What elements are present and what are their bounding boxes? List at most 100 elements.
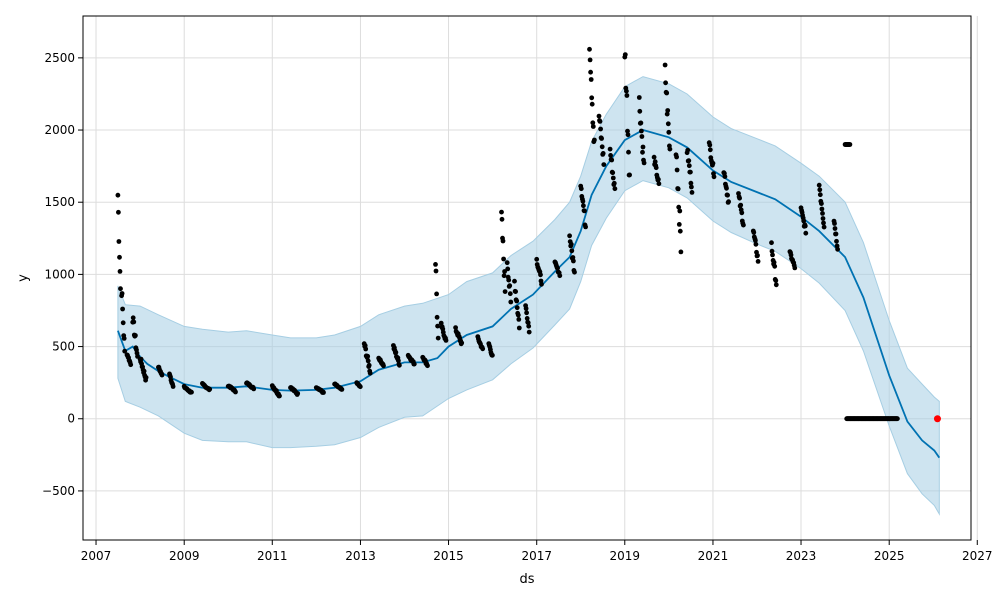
observed-point	[707, 142, 713, 148]
observed-point	[801, 218, 807, 224]
observed-point	[753, 238, 758, 243]
observed-point	[170, 384, 176, 389]
observed-point	[557, 273, 563, 279]
x-axis-ticks: 2007 2009 2011 2013 2015 2017 2019 2021 2023 2025…	[81, 540, 993, 563]
observed-point	[506, 277, 512, 283]
x-tick-label: 2019	[610, 549, 641, 563]
observed-point	[689, 184, 694, 190]
observed-point	[622, 52, 628, 57]
observed-point	[570, 255, 576, 260]
observed-point	[610, 175, 616, 181]
observed-point	[435, 335, 441, 341]
observed-point	[381, 363, 386, 369]
observed-point	[666, 129, 672, 135]
observed-point	[652, 159, 658, 165]
observed-point	[725, 192, 730, 198]
x-tick-label: 2011	[257, 549, 288, 563]
observed-point	[788, 252, 794, 258]
x-tick-label: 2013	[345, 549, 376, 563]
observed-point	[627, 172, 632, 178]
observed-point	[505, 266, 511, 272]
observed-point	[686, 163, 692, 169]
observed-point	[688, 169, 693, 175]
observed-point	[587, 57, 593, 63]
observed-point	[665, 108, 671, 113]
observed-point	[674, 167, 680, 173]
y-axis-ticks: −500 0 500 1000 1500 2000 2500	[42, 51, 83, 498]
observed-point	[738, 202, 744, 208]
observed-point	[676, 204, 682, 210]
observed-point	[611, 180, 617, 186]
observed-point	[612, 186, 618, 192]
observed-point	[138, 356, 144, 362]
highlight-point-layer	[933, 415, 941, 423]
observed-point	[819, 206, 825, 212]
observed-point	[453, 325, 458, 330]
forecast-line-layer	[117, 129, 941, 459]
observed-point	[636, 95, 642, 100]
observed-point	[816, 182, 822, 188]
x-tick-label: 2021	[698, 549, 729, 563]
plot-frame	[82, 15, 972, 541]
observed-point	[122, 348, 128, 354]
observed-point	[538, 272, 543, 278]
observed-point	[607, 146, 613, 152]
y-tick-label: 2500	[44, 51, 75, 65]
y-tick-label: 2000	[44, 123, 75, 137]
observed-point	[638, 120, 644, 126]
observed-point	[514, 305, 520, 311]
observed-point	[514, 298, 520, 304]
observed-point	[277, 393, 282, 399]
observed-point	[583, 224, 588, 230]
observed-point	[507, 291, 513, 297]
observed-point	[572, 269, 577, 275]
observed-point	[251, 386, 257, 392]
observed-point	[116, 239, 122, 244]
observed-point	[580, 198, 586, 204]
observed-point	[128, 362, 134, 368]
observed-point	[677, 208, 683, 214]
observed-point	[770, 252, 775, 258]
observed-point	[590, 124, 596, 129]
observed-points-layer	[115, 46, 900, 422]
observed-point	[365, 358, 371, 364]
observed-point	[119, 291, 125, 296]
x-axis-label: ds	[519, 572, 534, 587]
observed-point	[640, 144, 646, 150]
observed-point	[571, 258, 576, 264]
observed-point	[357, 384, 363, 390]
x-tick-label: 2009	[169, 549, 200, 563]
observed-point	[832, 226, 838, 231]
observed-point	[675, 186, 681, 192]
observed-point	[741, 222, 746, 228]
x-tick-label: 2015	[433, 549, 464, 563]
observed-point	[438, 320, 444, 326]
observed-point	[640, 149, 645, 155]
observed-point	[755, 253, 760, 258]
observed-point	[592, 137, 597, 143]
observed-point	[641, 160, 647, 166]
x-tick-label: 2025	[874, 549, 905, 563]
observed-point	[425, 363, 430, 369]
uncertainty-band	[117, 76, 940, 516]
observed-point	[130, 315, 136, 321]
observed-point	[321, 390, 326, 395]
observed-point	[689, 190, 695, 195]
observed-point	[639, 128, 644, 134]
observed-point	[120, 306, 125, 312]
observed-point	[664, 90, 670, 96]
x-tick-label: 2007	[81, 549, 112, 563]
observed-point	[367, 370, 373, 376]
observed-point	[755, 259, 761, 264]
observed-point	[589, 101, 595, 107]
observed-point	[667, 146, 673, 152]
observed-point	[847, 142, 853, 147]
observed-point	[819, 201, 824, 207]
observed-point	[534, 256, 540, 262]
observed-point	[802, 223, 808, 229]
observed-point	[625, 132, 631, 138]
observed-point	[501, 273, 507, 279]
observed-point	[678, 249, 684, 255]
observed-point	[512, 278, 517, 284]
